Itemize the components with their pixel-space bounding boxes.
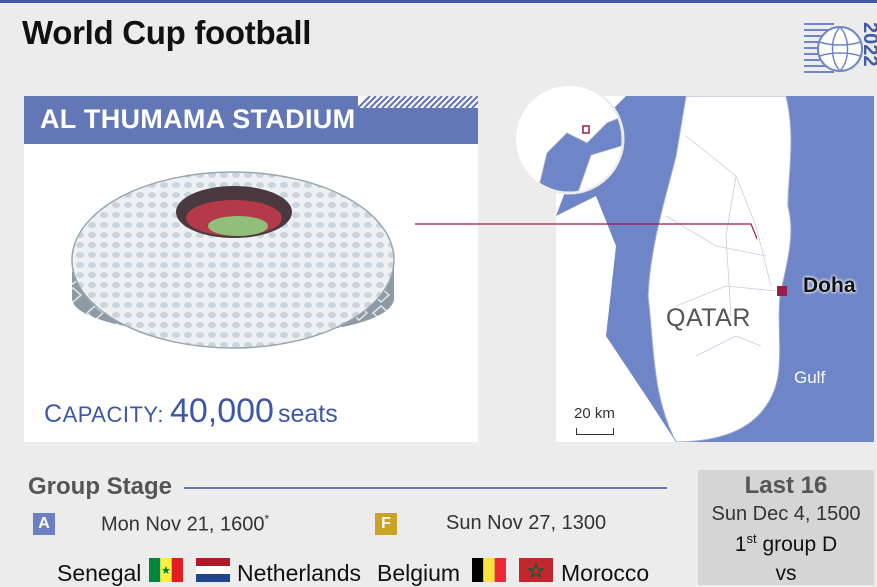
last16-matchup: 1st group D [698,531,874,557]
last16-title: Last 16 [744,472,828,499]
stadium-name: AL THUMAMA STADIUM [40,104,356,134]
group-a-badge: A [33,513,55,535]
morocco-flag-icon [519,558,553,582]
map-scale-label: 20 km [574,405,615,422]
team-morocco: Morocco [561,560,650,586]
locator-leader-line [415,223,757,241]
capacity-label: CAPACITY: [44,400,164,428]
country-label-qatar: QATAR [666,304,751,332]
world-cup-2022-logo-icon: 2022 [804,22,877,73]
doha-marker [777,286,787,296]
team-belgium: Belgium [377,560,461,586]
last16-vs: vs [775,562,797,585]
capacity-unit: seats [277,400,338,428]
logo-year: 2022 [859,22,877,67]
page-title: World Cup football [22,14,312,51]
netherlands-flag-icon [196,558,230,582]
last16-panel [698,470,874,585]
city-label-doha: Doha [803,274,856,297]
last16-ordinal: 1 [734,533,747,556]
team-senegal: Senegal [57,560,142,586]
last16-match-rest: group D [756,533,838,556]
header-hatch-decoration [358,96,478,108]
group-stage-title: Group Stage [28,473,173,500]
match-2-date: Sun Nov 27, 1300 [446,512,607,534]
group-f-badge: F [375,513,397,535]
last16-ordinal-suffix: st [746,531,757,546]
top-rule [0,0,877,3]
map-scale-bar [576,428,614,435]
senegal-flag-icon [149,558,183,582]
match-1-date: Mon Nov 21, 1600* [101,512,269,537]
match-1-date-text: Mon Nov 21, 1600 [101,513,265,536]
match-1-footnote: * [264,512,270,526]
group-stage-rule [184,487,667,489]
capacity-line: CAPACITY: 40,000 seats [44,392,338,431]
qatar-map [556,96,874,442]
sea-label-gulf: Gulf [794,368,826,387]
stadium-illustration [71,171,395,349]
last16-date: Sun Dec 4, 1500 [711,503,861,525]
belgium-flag-icon [472,558,506,582]
capacity-value: 40,000 [169,392,274,430]
team-netherlands: Netherlands [237,560,362,586]
capacity-label-rest: APACITY: [62,402,164,427]
capacity-label-initial: C [44,400,63,428]
region-inset-map [513,83,625,195]
